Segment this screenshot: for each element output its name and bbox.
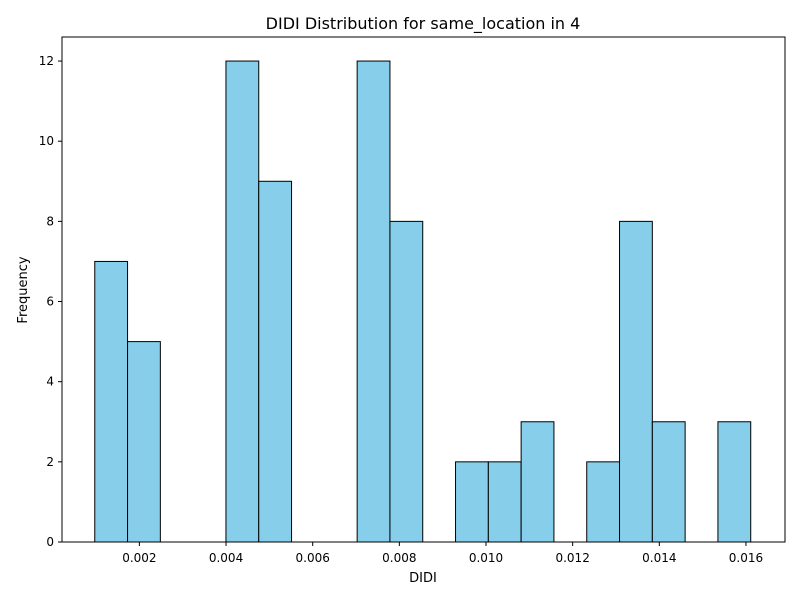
y-tick-label: 6 xyxy=(46,295,54,309)
y-tick-label: 0 xyxy=(46,535,54,549)
bars-layer xyxy=(94,60,752,543)
y-tick-label: 10 xyxy=(39,134,54,148)
histogram-bar xyxy=(389,220,424,543)
y-tick-label: 2 xyxy=(46,455,54,469)
y-tick-label: 4 xyxy=(46,375,54,389)
chart-title: DIDI Distribution for same_location in 4 xyxy=(266,14,581,34)
x-tick-label: 0.010 xyxy=(469,551,503,565)
x-tick-label: 0.014 xyxy=(642,551,676,565)
plot-frame xyxy=(61,36,786,543)
histogram-bar xyxy=(586,461,621,543)
histogram-bar xyxy=(127,341,161,543)
histogram-bar xyxy=(356,60,391,543)
x-tick-label: 0.012 xyxy=(555,551,589,565)
y-axis-ticks: 0 2 4 6 8 10 12 xyxy=(39,54,62,549)
histogram-bar xyxy=(651,421,686,543)
x-tick-label: 0.004 xyxy=(209,551,243,565)
histogram-bar xyxy=(258,180,293,543)
histogram-bar xyxy=(455,461,489,543)
histogram-bar xyxy=(520,421,555,543)
y-axis-label: Frequency xyxy=(16,256,31,323)
x-axis-label: DIDI xyxy=(409,571,437,586)
histogram-bar xyxy=(619,220,653,543)
histogram-bar xyxy=(717,421,752,543)
x-tick-label: 0.002 xyxy=(122,551,156,565)
histogram-bar xyxy=(487,461,522,543)
x-tick-label: 0.008 xyxy=(382,551,416,565)
y-tick-label: 12 xyxy=(39,54,54,68)
y-tick-label: 8 xyxy=(46,214,54,228)
histogram-bar xyxy=(225,60,260,543)
histogram-bar xyxy=(94,260,129,543)
x-axis-ticks: 0.002 0.004 0.006 0.008 0.010 0.012 0.014 0.016 xyxy=(122,542,763,565)
x-tick-label: 0.016 xyxy=(729,551,763,565)
x-tick-label: 0.006 xyxy=(296,551,330,565)
